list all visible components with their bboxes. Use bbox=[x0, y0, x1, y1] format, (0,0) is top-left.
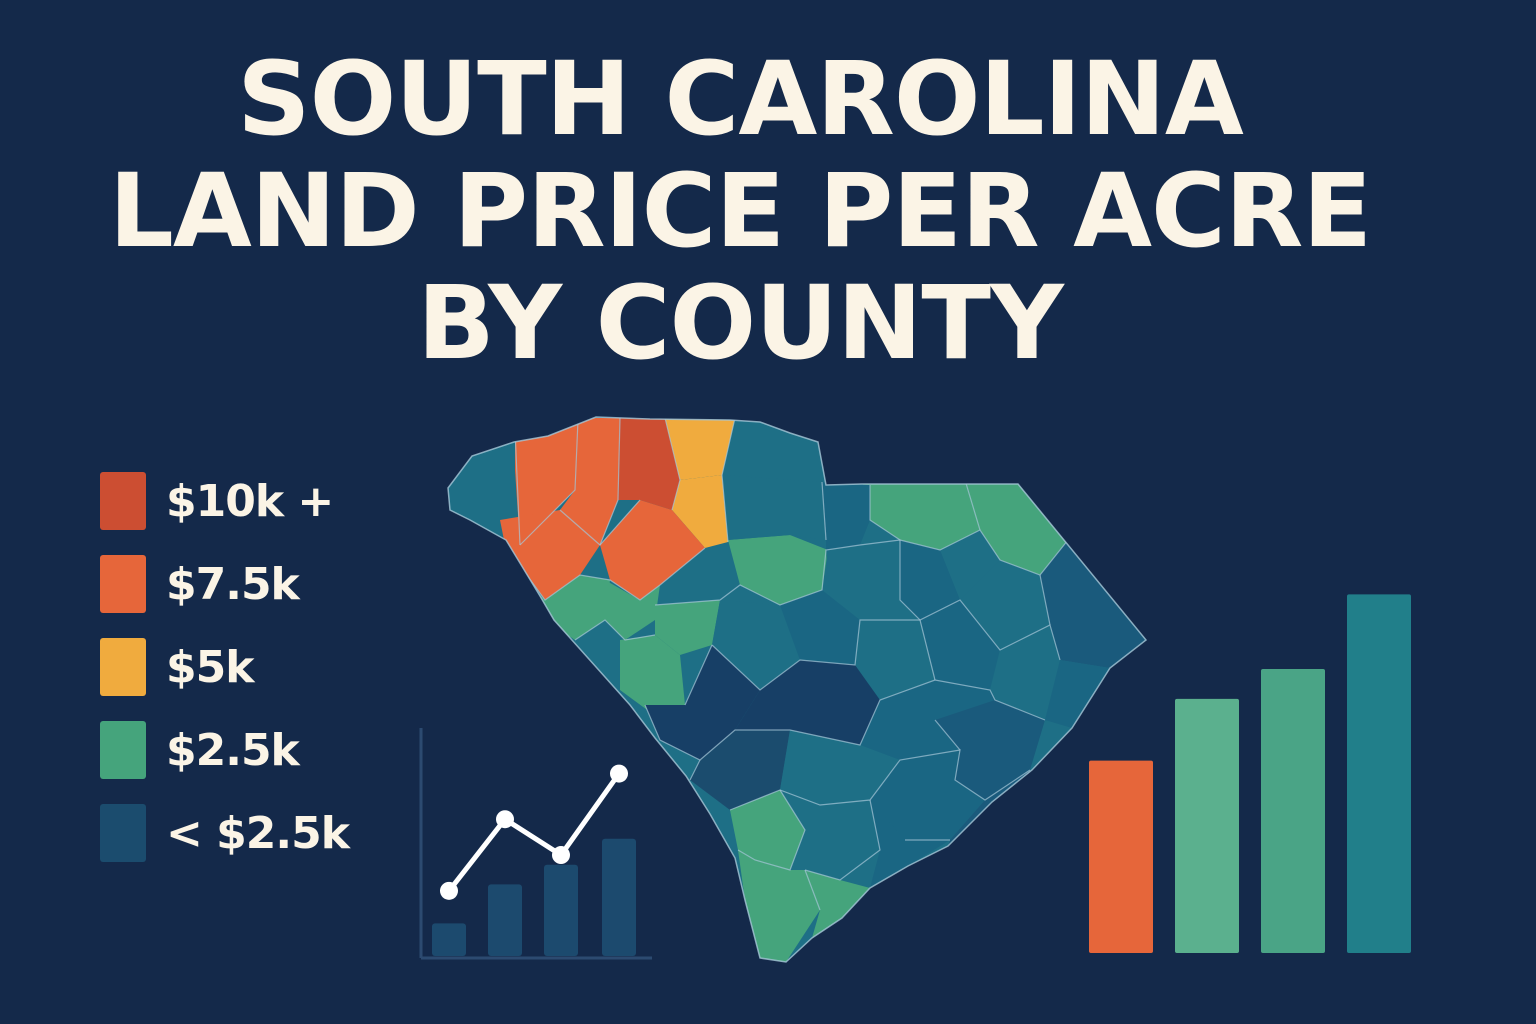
county-abbeville bbox=[530, 575, 610, 640]
county-orangeburg bbox=[735, 660, 880, 745]
county-sumter bbox=[855, 620, 935, 700]
mini-chart-point bbox=[552, 846, 570, 865]
title-line-3: BY COUNTY bbox=[417, 264, 1064, 383]
county-newberry bbox=[655, 600, 720, 655]
county-kershaw-north bbox=[822, 482, 870, 550]
county-pickens bbox=[515, 420, 578, 545]
legend-label-10k-plus: $10k + bbox=[166, 475, 334, 527]
county-allendale-hampton bbox=[730, 790, 805, 870]
county-colleton bbox=[780, 790, 880, 880]
legend-item-5k: $5k bbox=[100, 638, 349, 696]
mini-chart-point bbox=[610, 764, 628, 783]
legend-item-2-5k: $2.5k bbox=[100, 721, 349, 779]
legend-label-5k: $5k bbox=[166, 641, 254, 693]
legend-item-7-5k: $7.5k bbox=[100, 555, 349, 613]
county-edgefield bbox=[620, 635, 685, 712]
county-florence bbox=[920, 600, 1000, 690]
county-chesterfield bbox=[862, 480, 980, 550]
county-greenwood bbox=[605, 580, 660, 640]
county-laurens bbox=[600, 500, 705, 600]
county-beaufort bbox=[805, 870, 870, 938]
county-greenville bbox=[560, 418, 620, 545]
legend-label-7-5k: $7.5k bbox=[166, 558, 300, 610]
county-richland bbox=[780, 590, 860, 665]
county-york bbox=[672, 475, 728, 548]
county-kershaw bbox=[826, 540, 900, 620]
county-georgetown bbox=[1045, 660, 1110, 728]
legend-swatch-10k-plus bbox=[100, 472, 146, 530]
mini-chart-point bbox=[440, 881, 458, 900]
county-williamsburg bbox=[990, 625, 1060, 720]
mini-trend-chart bbox=[419, 728, 652, 960]
price-bar bbox=[1261, 668, 1325, 953]
mini-chart-point bbox=[496, 810, 514, 829]
price-bar-chart bbox=[1089, 594, 1411, 953]
county-cherokee bbox=[665, 418, 735, 480]
county-bamberg-colleton bbox=[780, 730, 900, 805]
mini-chart-bar bbox=[544, 864, 578, 956]
legend-label-under-2-5k: < $2.5k bbox=[166, 807, 350, 859]
title-line-2: LAND PRICE PER ACRE bbox=[108, 152, 1372, 271]
south-carolina-county-map bbox=[447, 416, 1148, 963]
county-chester bbox=[728, 535, 828, 605]
legend-item-10k-plus: $10k + bbox=[100, 472, 349, 530]
county-berkeley bbox=[935, 700, 1045, 800]
county-charleston-south bbox=[870, 800, 950, 888]
legend-label-2-5k: $2.5k bbox=[166, 724, 300, 776]
mini-chart-bar bbox=[432, 923, 466, 956]
page-title: SOUTH CAROLINA LAND PRICE PER ACRE BY CO… bbox=[0, 44, 1480, 380]
county-fairfield-richland bbox=[712, 600, 800, 690]
price-bar bbox=[1175, 698, 1239, 953]
county-spartanburg bbox=[618, 418, 680, 510]
title-line-1: SOUTH CAROLINA bbox=[237, 40, 1244, 159]
mini-chart-bar bbox=[602, 838, 636, 956]
legend: $10k + $7.5k $5k $2.5k < $2.5k bbox=[100, 472, 350, 887]
legend-item-under-2-5k: < $2.5k bbox=[100, 804, 350, 862]
county-horry bbox=[1040, 540, 1146, 668]
county-aiken bbox=[645, 645, 760, 760]
county-anderson bbox=[500, 510, 600, 600]
legend-swatch-under-2-5k bbox=[100, 804, 146, 862]
county-barnwell bbox=[690, 730, 790, 810]
price-bar bbox=[1347, 594, 1411, 953]
county-borders bbox=[504, 417, 1069, 911]
price-bar bbox=[1089, 760, 1153, 953]
legend-swatch-5k bbox=[100, 638, 146, 696]
county-darlington bbox=[900, 540, 960, 620]
county-lancaster bbox=[722, 475, 826, 540]
legend-swatch-7-5k bbox=[100, 555, 146, 613]
state-outline bbox=[447, 416, 1148, 963]
legend-swatch-2-5k bbox=[100, 721, 146, 779]
mini-chart-bar bbox=[488, 884, 522, 956]
mini-chart-line bbox=[447, 772, 622, 893]
county-jasper bbox=[738, 850, 820, 962]
